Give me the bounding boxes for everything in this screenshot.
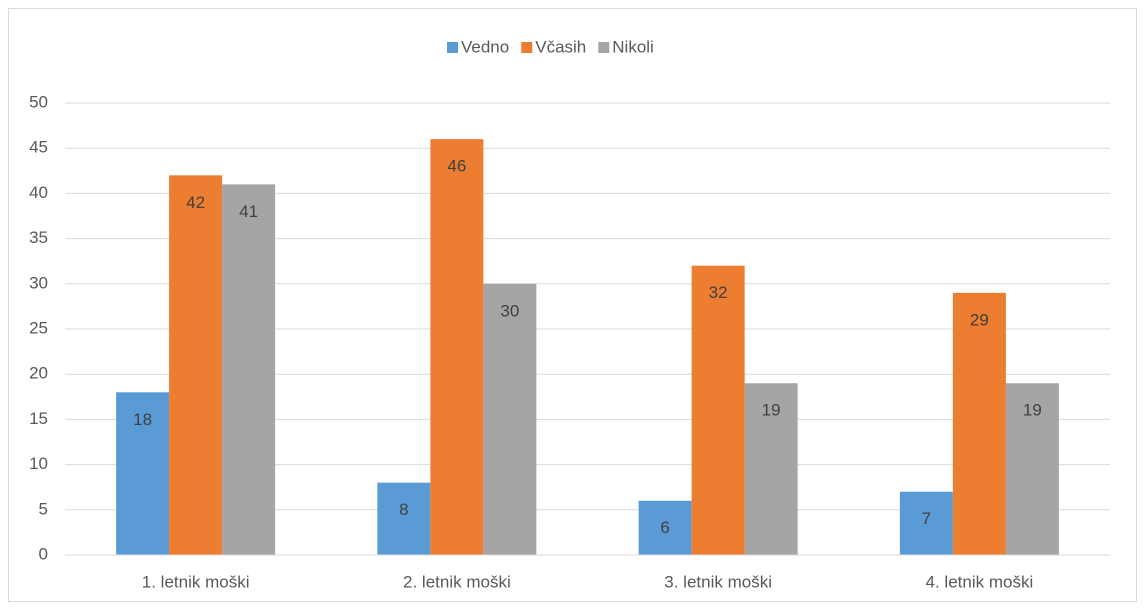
legend-label: Nikoli (612, 37, 654, 56)
y-tick-label: 30 (29, 273, 48, 292)
x-tick-label: 1. letnik moški (142, 572, 250, 591)
bar (222, 184, 276, 556)
y-tick-label: 45 (29, 138, 48, 157)
value-label: 18 (133, 410, 152, 429)
legend-swatch (521, 42, 533, 53)
legend-label: Včasih (535, 37, 586, 56)
legend-swatch (447, 42, 458, 53)
y-tick-label: 20 (29, 364, 48, 383)
value-label: 46 (447, 157, 466, 176)
value-label: 19 (1023, 401, 1042, 420)
value-label: 32 (709, 283, 728, 302)
y-tick-label: 50 (29, 92, 48, 111)
bar (169, 175, 223, 555)
y-tick-label: 40 (29, 183, 48, 202)
y-tick-label: 0 (39, 544, 48, 563)
value-label: 29 (970, 310, 989, 329)
y-tick-label: 35 (29, 228, 48, 247)
legend-label: Vedno (461, 37, 509, 56)
bar (377, 482, 431, 555)
bar (638, 500, 692, 555)
y-tick-label: 10 (29, 454, 48, 473)
bar (899, 491, 953, 555)
legend-swatch (598, 42, 610, 53)
value-label: 30 (500, 301, 519, 320)
bar (952, 292, 1006, 555)
value-label: 19 (762, 401, 781, 420)
value-label: 42 (186, 193, 205, 212)
bar (1005, 383, 1059, 555)
y-tick-label: 25 (29, 318, 48, 337)
x-tick-label: 3. letnik moški (664, 572, 772, 591)
bar (744, 383, 798, 555)
value-label: 7 (922, 509, 931, 528)
y-tick-label: 5 (39, 499, 48, 518)
bar (116, 392, 170, 555)
y-tick-label: 15 (29, 409, 48, 428)
value-label: 6 (660, 518, 669, 537)
x-tick-label: 2. letnik moški (403, 572, 511, 591)
value-label: 41 (239, 202, 258, 221)
bar (430, 139, 484, 555)
value-label: 8 (399, 500, 408, 519)
x-tick-label: 4. letnik moški (926, 572, 1034, 591)
bar (483, 283, 537, 555)
bar (691, 265, 745, 555)
